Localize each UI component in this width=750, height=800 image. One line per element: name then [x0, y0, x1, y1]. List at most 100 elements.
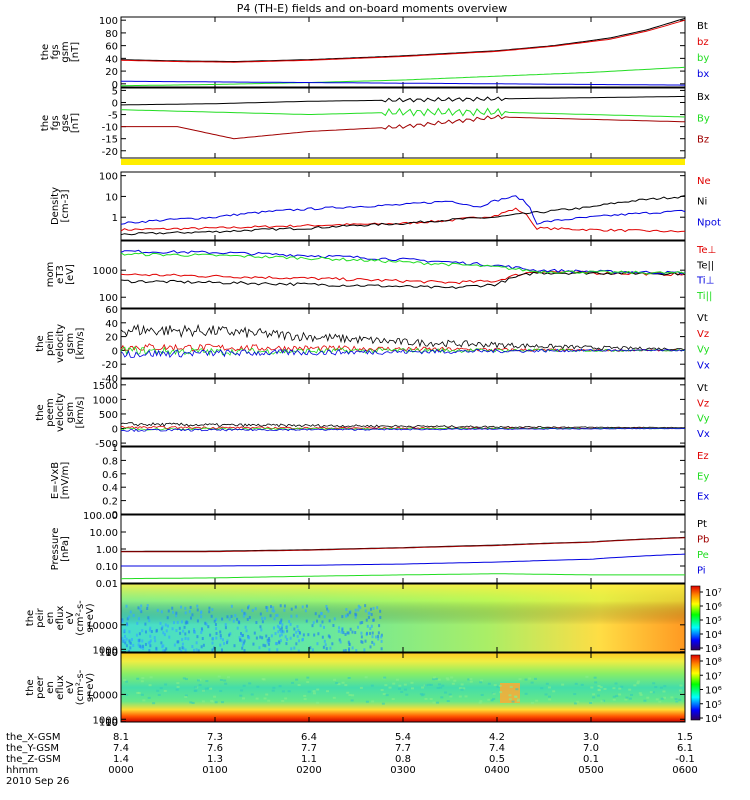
spectrogram-cell: [678, 689, 682, 692]
spectrogram-cell: [357, 604, 360, 608]
y-tick-label: 100: [99, 293, 118, 304]
series-line-Pi: [121, 553, 686, 567]
spectrogram-cell: [181, 646, 184, 650]
spectrogram-cell: [367, 615, 370, 619]
spectrogram-cell: [180, 605, 183, 609]
spectrogram-cell: [125, 644, 128, 648]
spectrogram-cell: [188, 609, 191, 613]
y-axis-label-line: [nPa]: [60, 536, 71, 562]
y-tick-label: 1.00: [96, 545, 118, 556]
spectrogram-cell: [226, 641, 229, 645]
spectrogram-cell: [327, 609, 330, 613]
spectrogram-cell: [278, 634, 281, 638]
legend-entry: Te||: [696, 260, 714, 271]
spectrogram-cell: [516, 699, 520, 702]
colorbar-tick-label: 10⁷: [705, 671, 722, 682]
spectrogram-cell: [160, 641, 163, 645]
spectrogram-cell: [675, 700, 679, 703]
spectrogram-cell: [246, 617, 249, 621]
spectrogram-cell: [311, 648, 314, 652]
spectrogram-cell: [144, 642, 147, 646]
spectrogram-cell: [124, 641, 127, 645]
y-axis-label-line: sr-eV): [85, 603, 96, 632]
ephemeris-value: 1.5: [677, 732, 693, 743]
spectrogram-cell: [436, 686, 440, 689]
spectrogram-cell: [224, 682, 228, 685]
spectrogram-cell: [236, 617, 239, 621]
spectrogram-cell: [147, 696, 151, 699]
spectrogram-cell: [424, 697, 428, 700]
spectrogram-cell: [182, 646, 185, 650]
spectrogram-cell: [380, 689, 384, 692]
spectrogram-cell: [210, 614, 213, 618]
spectrogram-cell: [288, 620, 291, 624]
spectrogram-cell: [232, 619, 235, 623]
spectrogram-cell: [360, 631, 363, 635]
spectrogram-cell: [432, 701, 436, 704]
y-tick-label: 0: [112, 98, 118, 109]
spectrogram-cell: [649, 691, 653, 694]
spectrogram-cell: [360, 635, 363, 639]
spectrogram-cell: [464, 695, 468, 698]
spectrogram-cell: [266, 609, 269, 613]
y-tick-label: 1000: [93, 266, 118, 277]
spectrogram-cell: [167, 609, 170, 613]
spectrogram-cell: [224, 623, 227, 627]
spectrogram-cell: [296, 625, 299, 629]
y-axis-label-line: peim: [45, 331, 56, 356]
spectrogram-cell: [215, 631, 218, 635]
spectrogram-cell: [226, 676, 230, 679]
spectrogram-cell: [298, 631, 301, 635]
spectrogram-cell: [357, 608, 360, 612]
spectrogram-cell: [138, 632, 141, 636]
spectrogram-cell: [446, 700, 450, 703]
spectrogram-cell: [200, 630, 203, 634]
spectrogram-cell: [201, 700, 205, 703]
colorbar-tick-label: 10⁶: [705, 686, 722, 697]
spectrogram-cell: [432, 678, 436, 681]
spectrogram-cell: [255, 621, 258, 625]
spectrogram-cell: [138, 638, 141, 642]
spectrogram-cell: [295, 614, 298, 618]
spectrogram-cell: [144, 622, 147, 626]
panel-frame: [120, 16, 686, 88]
spectrogram-cell: [163, 633, 166, 637]
spectrogram-cell: [132, 613, 135, 617]
legend-entry: Ez: [697, 451, 709, 462]
spectrogram-cell: [596, 694, 600, 697]
ephemeris-value: 0600: [672, 765, 697, 776]
spectrogram-cell: [236, 626, 239, 630]
series-line-by: [121, 66, 686, 87]
spectrogram-cell: [193, 630, 196, 634]
ephemeris-value: 0500: [578, 765, 603, 776]
spectrogram-cell: [377, 634, 380, 638]
legend-entry: bz: [697, 37, 709, 48]
panel-frame: [120, 378, 686, 447]
legend-entry: Vz: [697, 329, 709, 340]
y-tick-label: 0: [112, 346, 118, 357]
spectrogram-cell: [329, 646, 332, 650]
spectrogram-cell: [293, 627, 296, 631]
y-axis-label-line: [km/s]: [75, 396, 86, 428]
spectrogram-cell: [215, 636, 218, 640]
spectrogram-cell: [364, 604, 367, 608]
spectrogram-cell: [342, 631, 345, 635]
spectrogram-cell: [322, 645, 325, 649]
legend-entry: Te⊥: [696, 245, 716, 256]
spectrogram-fill: [121, 584, 685, 652]
series-line-Vy: [120, 346, 686, 356]
panel-pressure: 100.00 10.00 1.00 0.10 0.01 Pressure [nPa] Pt Pb…: [50, 511, 709, 590]
spectrogram-cell: [214, 623, 217, 627]
spectrogram-cell: [211, 641, 214, 645]
spectrogram-cell: [625, 696, 629, 699]
spectrogram-cell: [266, 638, 269, 642]
spectrogram-cell: [490, 699, 494, 702]
spectrogram-cell: [153, 636, 156, 640]
spectrogram-cell: [500, 683, 520, 703]
spectrogram-cell: [159, 621, 162, 625]
y-axis-label-line: velocity: [55, 324, 66, 363]
spectrogram-cell: [370, 624, 373, 628]
spectrogram-cell: [241, 646, 244, 650]
spectrogram-cell: [670, 696, 674, 699]
spectrogram-cell: [263, 616, 266, 620]
